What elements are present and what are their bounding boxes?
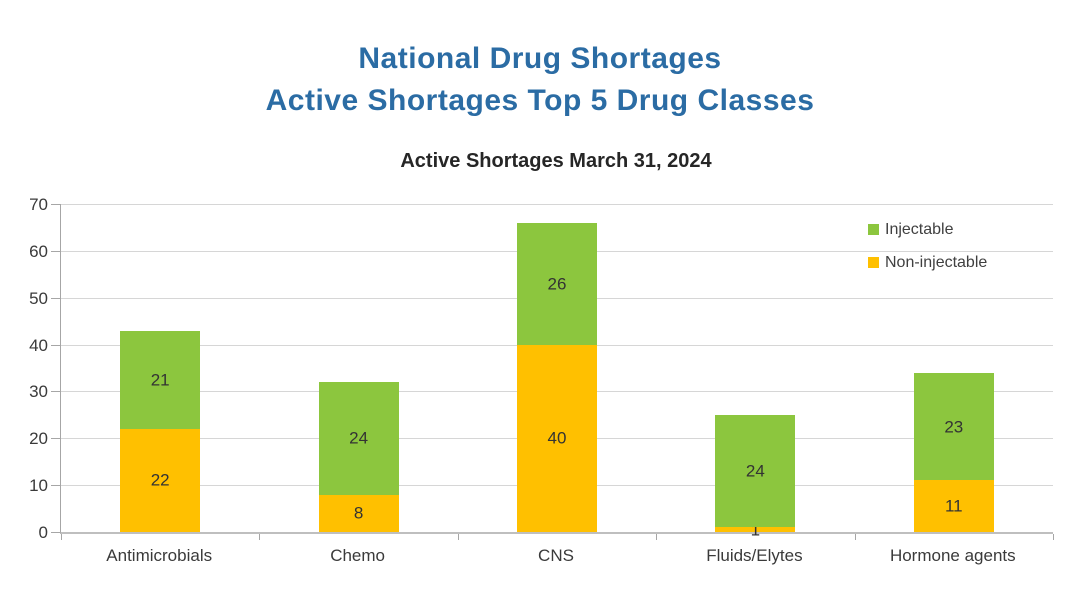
x-tick-3: [656, 534, 658, 540]
value-label: 23: [944, 417, 964, 437]
segment-injectable: 23: [913, 372, 994, 481]
x-tick-0: [61, 534, 62, 540]
x-axis-label-chemo: Chemo: [330, 546, 385, 565]
y-tick-40: [51, 344, 60, 346]
x-axis-label-cns: CNS: [538, 546, 574, 565]
x-tick-2: [457, 534, 459, 540]
segment-non-injectable: 1: [715, 521, 796, 538]
y-tick-10: [51, 485, 60, 487]
bar-fluids-elytes: 1 24: [715, 204, 796, 538]
y-tick-60: [51, 250, 60, 252]
value-label: 24: [745, 461, 765, 481]
legend-item-injectable: Injectable: [868, 221, 987, 238]
bar-chemo: 8 24: [318, 204, 399, 532]
segment-injectable: 24: [715, 414, 796, 528]
value-label: 8: [353, 503, 364, 523]
segment-non-injectable: 22: [120, 428, 201, 532]
legend-label: Injectable: [885, 220, 954, 238]
page-title-line-1: National Drug Shortages: [358, 42, 722, 75]
page-title: National Drug Shortages Active Shortages…: [0, 38, 1080, 122]
x-tick-1: [259, 534, 261, 540]
y-axis-label-10: 10: [29, 476, 48, 496]
value-label: 40: [547, 428, 567, 448]
bar-antimicrobials: 22 21: [120, 204, 201, 532]
y-tick-30: [51, 391, 60, 393]
value-label: 1: [750, 520, 761, 540]
y-axis-label-70: 70: [29, 195, 48, 214]
segment-non-injectable: 40: [517, 344, 597, 532]
bar-cns: 40 26: [517, 204, 597, 532]
y-axis-label-20: 20: [29, 429, 48, 449]
x-axis-label-antimicrobials: Antimicrobials: [106, 546, 213, 565]
x-tick-4: [854, 534, 856, 540]
chart-legend: Injectable Non-injectable: [868, 221, 987, 287]
value-label: 22: [150, 470, 170, 490]
legend-swatch-icon: [868, 224, 879, 235]
legend-label: Non-injectable: [885, 253, 988, 271]
x-tick-5: [1053, 534, 1054, 540]
y-axis-label-30: 30: [29, 382, 48, 402]
segment-injectable: 24: [318, 382, 399, 495]
chart-title: Active Shortages March 31, 2024: [400, 150, 712, 172]
segment-non-injectable: 11: [913, 480, 994, 532]
bar-hormone-agents: 11 23: [913, 204, 994, 532]
value-label: 24: [349, 428, 369, 448]
y-axis-label-50: 50: [29, 288, 48, 308]
legend-swatch-icon: [868, 257, 879, 268]
segment-injectable: 21: [120, 330, 201, 429]
y-tick-50: [51, 297, 60, 299]
y-axis-label-40: 40: [29, 335, 48, 355]
y-axis-label-0: 0: [38, 523, 48, 542]
value-label: 21: [150, 370, 170, 390]
y-axis-label-60: 60: [29, 241, 48, 261]
y-tick-70: [51, 204, 60, 205]
segment-non-injectable: 8: [318, 494, 399, 532]
plot-area: 22 21 8 24 40 26 1 24 11 23: [51, 204, 1054, 540]
legend-item-non-injectable: Non-injectable: [868, 254, 987, 271]
segment-injectable: 26: [517, 222, 597, 345]
y-tick-20: [51, 438, 60, 440]
x-axis-label-hormone-agents: Hormone agents: [889, 546, 1016, 565]
value-label: 11: [944, 496, 963, 516]
y-tick-0: [51, 532, 60, 533]
page-title-line-2: Active Shortages Top 5 Drug Classes: [265, 84, 815, 117]
gridline-y-70: [61, 204, 1053, 205]
value-label: 26: [547, 274, 567, 294]
x-axis-label-fluids-elytes: Fluids/Elytes: [706, 546, 803, 565]
